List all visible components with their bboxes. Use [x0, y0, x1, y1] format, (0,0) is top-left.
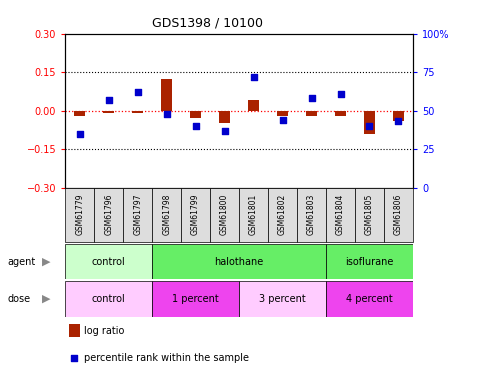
Bar — [393, 111, 404, 121]
Text: GSM61796: GSM61796 — [104, 194, 113, 236]
Text: percentile rank within the sample: percentile rank within the sample — [85, 352, 249, 363]
FancyBboxPatch shape — [326, 281, 413, 317]
Text: GSM61806: GSM61806 — [394, 194, 403, 236]
Point — [134, 89, 142, 95]
FancyBboxPatch shape — [384, 188, 413, 242]
Text: GSM61797: GSM61797 — [133, 194, 142, 236]
Point — [105, 97, 113, 103]
Text: GDS1398 / 10100: GDS1398 / 10100 — [152, 17, 263, 30]
Text: ▶: ▶ — [42, 294, 50, 304]
FancyBboxPatch shape — [152, 281, 239, 317]
Text: log ratio: log ratio — [85, 326, 125, 336]
Bar — [161, 79, 172, 111]
Point — [76, 131, 84, 137]
Text: agent: agent — [7, 256, 35, 267]
Text: isoflurane: isoflurane — [345, 256, 394, 267]
Bar — [190, 111, 201, 118]
FancyBboxPatch shape — [326, 188, 355, 242]
FancyBboxPatch shape — [268, 188, 297, 242]
FancyBboxPatch shape — [94, 188, 123, 242]
Text: GSM61802: GSM61802 — [278, 194, 287, 236]
Text: dose: dose — [7, 294, 30, 304]
Bar — [74, 111, 85, 116]
Point — [192, 123, 199, 129]
Point — [308, 95, 315, 101]
Point — [395, 118, 402, 124]
Text: 3 percent: 3 percent — [259, 294, 306, 304]
FancyBboxPatch shape — [152, 244, 326, 279]
FancyBboxPatch shape — [65, 281, 152, 317]
Point — [250, 74, 257, 80]
Text: control: control — [92, 294, 126, 304]
Point — [163, 111, 170, 117]
Bar — [69, 324, 80, 337]
Text: GSM61800: GSM61800 — [220, 194, 229, 236]
Bar — [219, 111, 230, 123]
FancyBboxPatch shape — [210, 188, 239, 242]
FancyBboxPatch shape — [123, 188, 152, 242]
Point — [221, 128, 228, 134]
FancyBboxPatch shape — [65, 244, 152, 279]
Bar — [248, 100, 259, 111]
Text: GSM61801: GSM61801 — [249, 194, 258, 236]
Text: control: control — [92, 256, 126, 267]
Text: GSM61779: GSM61779 — [75, 194, 84, 236]
Bar — [103, 111, 114, 113]
FancyBboxPatch shape — [152, 188, 181, 242]
Bar — [335, 111, 346, 116]
Text: 1 percent: 1 percent — [172, 294, 219, 304]
FancyBboxPatch shape — [239, 188, 268, 242]
Text: GSM61799: GSM61799 — [191, 194, 200, 236]
Text: GSM61805: GSM61805 — [365, 194, 374, 236]
Point — [279, 117, 286, 123]
Point — [337, 91, 344, 97]
FancyBboxPatch shape — [239, 281, 326, 317]
Text: GSM61798: GSM61798 — [162, 194, 171, 236]
Point — [71, 355, 78, 361]
Bar — [364, 111, 375, 134]
FancyBboxPatch shape — [326, 244, 413, 279]
Text: GSM61803: GSM61803 — [307, 194, 316, 236]
FancyBboxPatch shape — [297, 188, 326, 242]
Text: halothane: halothane — [214, 256, 264, 267]
FancyBboxPatch shape — [65, 188, 94, 242]
Bar — [132, 111, 143, 113]
Text: 4 percent: 4 percent — [346, 294, 393, 304]
Bar — [277, 111, 288, 116]
Text: GSM61804: GSM61804 — [336, 194, 345, 236]
Bar — [306, 111, 317, 116]
FancyBboxPatch shape — [181, 188, 210, 242]
FancyBboxPatch shape — [355, 188, 384, 242]
Point — [366, 123, 373, 129]
Text: ▶: ▶ — [42, 256, 50, 267]
